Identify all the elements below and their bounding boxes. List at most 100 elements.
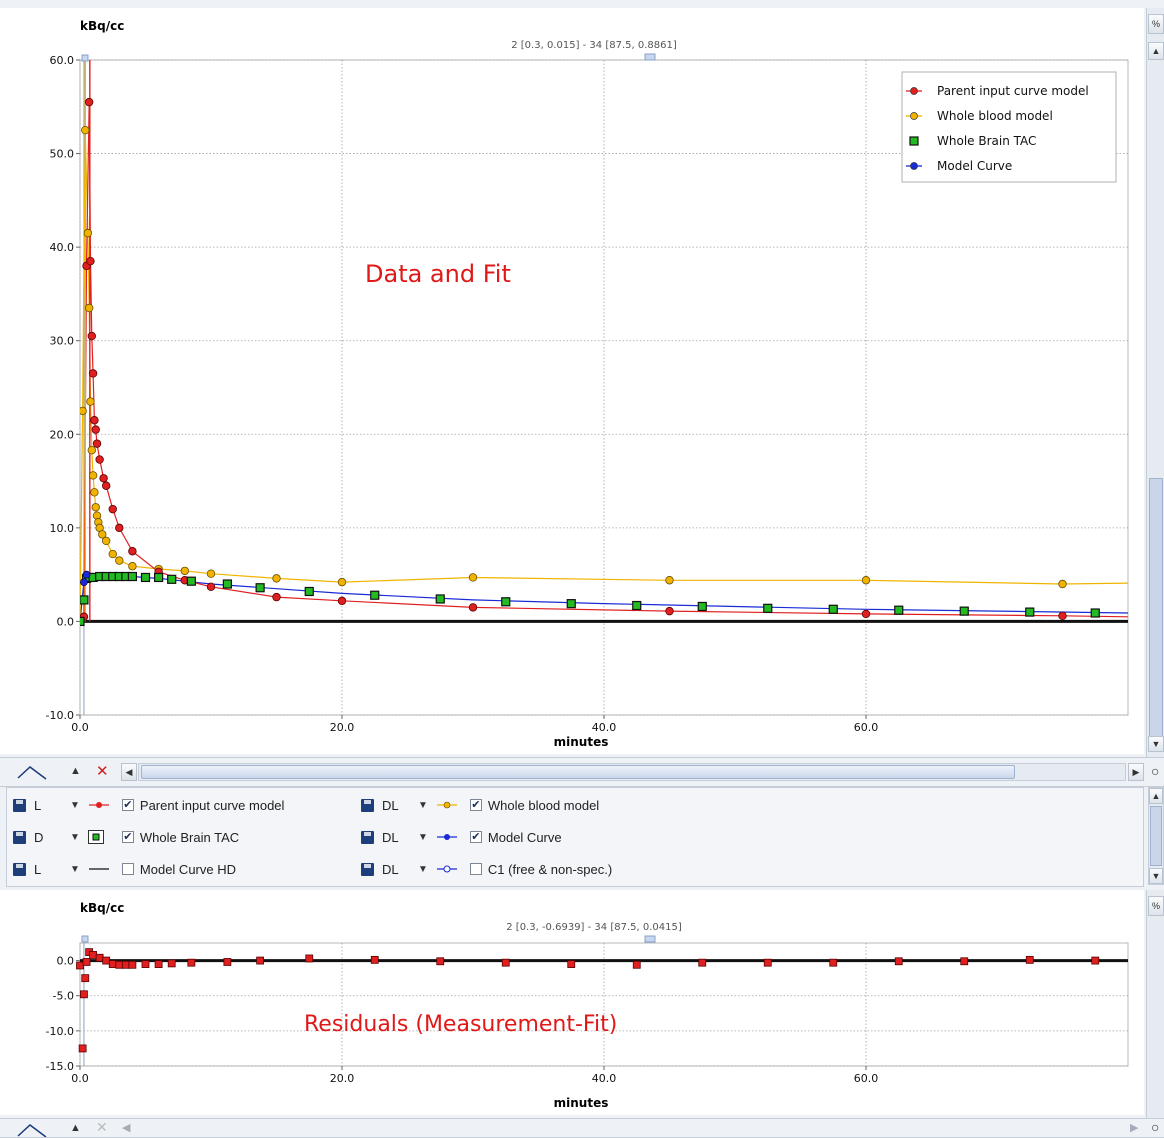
scroll-left-button[interactable]: ◀ [121, 763, 137, 781]
x-axis-label: minutes [554, 735, 609, 749]
visibility-checkbox[interactable] [121, 863, 134, 875]
visibility-checkbox[interactable] [469, 863, 482, 875]
move-up-icon[interactable]: ▲ [70, 765, 81, 777]
residual-point [95, 953, 104, 962]
curve-style-glyph[interactable] [87, 830, 114, 844]
residual-point [698, 958, 707, 967]
brain-tac-point [80, 595, 89, 605]
residual-annotation: Residuals (Measurement-Fit) [304, 1012, 617, 1037]
residual-point [115, 960, 124, 969]
x-tick-label: 60.0 [854, 1072, 879, 1085]
scroll-up-button[interactable]: ▲ [1148, 42, 1164, 60]
residual-point [102, 956, 111, 965]
curve-style-glyph[interactable] [88, 800, 114, 810]
residual-point [108, 960, 117, 968]
blood-point [108, 549, 117, 559]
scroll-thumb[interactable] [1149, 478, 1163, 748]
residual-point [305, 954, 314, 963]
top-vertical-scrollbar[interactable]: % ▲ ▼ [1146, 8, 1164, 758]
visibility-checkbox[interactable]: ✔ [121, 831, 134, 843]
data-fit-panel: 60.0 50.0 40.0 30.0 20.0 10.0 0.0 -10.0 0.0 20.0… [0, 8, 1144, 754]
visibility-checkbox[interactable]: ✔ [469, 831, 482, 843]
range-handle-top[interactable] [644, 53, 656, 61]
dropdown-arrow-icon[interactable]: ▼ [70, 831, 80, 843]
remove-icon[interactable]: ✕ [96, 763, 109, 780]
curve-style-icon[interactable] [16, 763, 50, 781]
residual-settings-icon[interactable]: ○ [1151, 1119, 1160, 1135]
blood-point [665, 576, 674, 585]
dropdown-arrow-icon[interactable]: ▼ [418, 799, 428, 811]
blood-point [1058, 579, 1067, 589]
residuals-chart[interactable]: 0.0 -5.0 -10.0 -15.0 0.0 20.0 40.0 60.0 kBq/cc… [0, 890, 1144, 1115]
percent-button[interactable]: % [1148, 14, 1164, 34]
ctrl-scroll-up[interactable]: ▲ [1149, 788, 1163, 804]
blood-point [80, 406, 87, 416]
grid [76, 59, 1128, 719]
curve-style-glyph[interactable] [436, 800, 462, 810]
control-panel-scrollbar[interactable]: ▲ ▼ [1148, 787, 1164, 885]
parent-point [101, 481, 111, 490]
brain-tac-point [370, 590, 380, 600]
x-tick-label: 40.0 [592, 1072, 617, 1085]
y-tick-label: 20.0 [50, 428, 75, 441]
brain-tac-point [304, 586, 314, 597]
visibility-checkbox[interactable]: ✔ [469, 799, 482, 811]
ctrl-scroll-thumb[interactable] [1150, 806, 1162, 866]
residual-percent-button[interactable]: % [1148, 896, 1164, 916]
residual-range-handle-left[interactable] [81, 935, 89, 943]
save-icon[interactable] [13, 830, 26, 844]
save-icon[interactable] [361, 830, 374, 844]
scroll-right-button[interactable]: ▶ [1128, 763, 1144, 781]
brain-tac-point [435, 594, 445, 604]
horizontal-scrollbar[interactable] [138, 763, 1126, 781]
curve-style-glyph[interactable] [436, 832, 462, 842]
brain-tac-point [828, 604, 838, 614]
legend-label: Model Curve [937, 159, 1012, 173]
residual-curve-style-icon[interactable] [16, 1121, 50, 1137]
settings-icon[interactable]: ○ [1151, 763, 1160, 779]
residual-scroll-left-icon[interactable]: ◀ [122, 1122, 131, 1134]
ctrl-scroll-down[interactable]: ▼ [1149, 868, 1163, 884]
residual-x-axis-label: minutes [554, 1096, 609, 1110]
dropdown-arrow-icon[interactable]: ▼ [70, 799, 80, 811]
dropdown-arrow-icon[interactable]: ▼ [418, 863, 428, 875]
dropdown-arrow-icon[interactable]: ▼ [418, 831, 428, 843]
residual-remove-icon[interactable]: ✕ [96, 1119, 108, 1135]
curve-control-panel: L ▼ ✔ Parent input curve model DL ▼ ✔ Whole blo… [6, 787, 1144, 887]
save-icon[interactable] [361, 862, 374, 876]
save-icon[interactable] [13, 862, 26, 876]
brain-tac-point [697, 601, 707, 612]
residual-scroll-right-icon[interactable]: ▶ [1130, 1122, 1139, 1134]
dropdown-arrow-icon[interactable]: ▼ [70, 863, 80, 875]
display-mode: DL [382, 829, 399, 845]
legend-marker [910, 87, 918, 95]
model-point [80, 578, 88, 587]
y-tick-label: 0.0 [57, 615, 75, 628]
display-mode: DL [382, 797, 399, 813]
residual-point [1025, 955, 1034, 964]
residual-point [121, 960, 130, 969]
curve-control-row: D ▼ ✔ Whole Brain TAC [13, 826, 239, 848]
blood-point [90, 488, 99, 497]
data-fit-chart[interactable]: 60.050.040.030.020.010.00.0-10.0 0.0 20.0… [0, 8, 1144, 754]
series-line-0 [80, 102, 1128, 622]
range-handle-left[interactable] [81, 54, 89, 62]
residual-move-up-icon[interactable]: ▲ [70, 1122, 81, 1134]
parent-point [92, 439, 102, 448]
x-tick-label: 40.0 [592, 721, 617, 734]
save-icon[interactable] [361, 798, 374, 812]
legend-marker [910, 112, 918, 120]
horizontal-scroll-thumb[interactable] [141, 765, 1015, 779]
residual-point [80, 990, 88, 999]
display-mode: D [34, 829, 44, 845]
y-tick-label: 40.0 [50, 241, 75, 254]
residual-range-handle-top[interactable] [644, 935, 656, 943]
residual-vertical-scrollbar[interactable]: % [1146, 890, 1164, 1118]
curve-style-glyph[interactable] [88, 864, 114, 874]
scroll-down-button[interactable]: ▼ [1148, 736, 1164, 752]
visibility-checkbox[interactable]: ✔ [121, 799, 134, 811]
blood-point [98, 530, 107, 539]
save-icon[interactable] [13, 798, 26, 812]
curve-style-glyph[interactable] [436, 864, 462, 874]
residual-point [567, 960, 576, 968]
